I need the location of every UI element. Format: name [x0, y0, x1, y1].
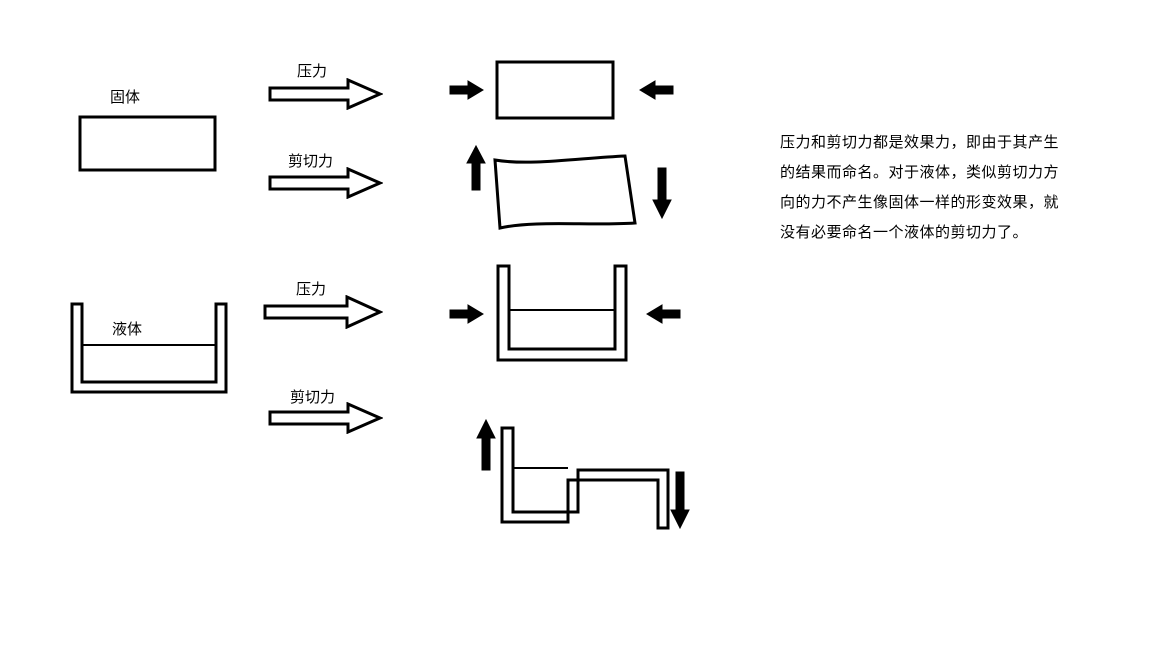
solid-rect [78, 115, 218, 175]
big-arrow-row2 [268, 167, 383, 199]
explanation-text: 压力和剪切力都是效果力，即由于其产生的结果而命名。对于液体，类似剪切力方向的力不… [780, 128, 1060, 248]
solid-pressure-result [448, 58, 678, 122]
diagram-canvas: 固体 液体 压力 剪切力 压力 剪切力 [0, 0, 1152, 648]
big-arrow-row1 [268, 78, 383, 110]
solid-shear-result [460, 138, 690, 238]
big-arrow-row3 [263, 295, 383, 329]
solid-label: 固体 [110, 86, 140, 107]
liquid-container [68, 300, 233, 400]
big-arrow-row4 [268, 402, 383, 434]
liquid-shear-result [460, 410, 700, 540]
liquid-pressure-result [448, 260, 688, 370]
